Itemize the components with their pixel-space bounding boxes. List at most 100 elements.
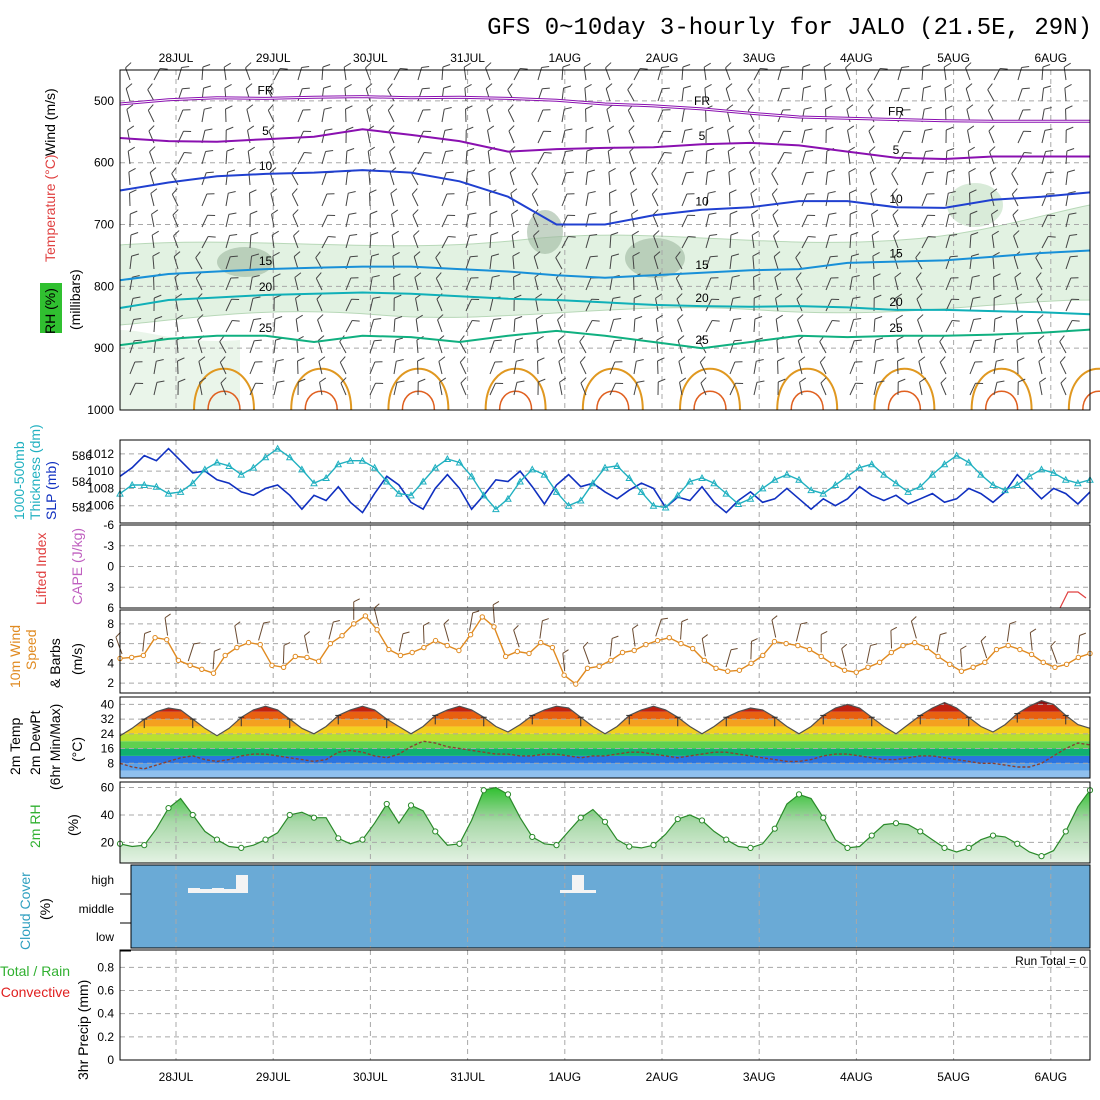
wind10m-barb [1050, 640, 1058, 664]
wind-barb-flag [734, 361, 743, 363]
wind10m-barb-flag [513, 625, 519, 631]
thickness-point [1074, 479, 1082, 487]
wind-barb-flag [413, 251, 421, 257]
wind-barb-shaft [393, 361, 397, 375]
wind-barb [171, 167, 179, 186]
wind-barb-flag [952, 320, 960, 322]
wind-barb [891, 167, 899, 186]
wind-barb [201, 64, 211, 81]
wind-barb-shaft [1037, 340, 1043, 354]
wind10m-point [806, 646, 813, 653]
wind-barb-shaft [340, 382, 347, 396]
wind-barb-flag [699, 356, 706, 363]
wind-barb-flag [566, 193, 575, 195]
wind-barb-flag [850, 210, 858, 215]
wind-barb [605, 62, 612, 81]
wind-barb-shaft [148, 130, 155, 144]
thickness-point [710, 479, 718, 487]
wind-barb-shaft [435, 257, 443, 270]
wind-barb-shaft [632, 256, 635, 270]
wind-barb-shaft [1041, 88, 1045, 102]
wind-barb [847, 146, 855, 165]
wind-barb-flag [731, 253, 740, 257]
wind-barb-shaft [1041, 151, 1047, 165]
wind-barb-flag [541, 66, 550, 68]
wind-barb [633, 316, 643, 333]
wind-barb [387, 83, 395, 102]
wind-barb-flag [993, 273, 1001, 278]
wind-barb-flag [269, 146, 276, 153]
wind-barb-shaft [797, 319, 803, 333]
wind-barb [511, 209, 519, 228]
wind-barb [558, 356, 566, 375]
wind-barb-flag [226, 126, 234, 131]
wind-barb [127, 146, 135, 165]
wind-barb-flag [880, 68, 888, 70]
wind10m-point [421, 644, 427, 651]
wind-barb-shaft [703, 67, 707, 81]
warm-temperature-contour [887, 390, 922, 411]
wind-barb-shaft [557, 340, 563, 354]
wind-barb-shaft [411, 173, 419, 186]
wind-barb-shaft [989, 172, 995, 186]
wind-barb [849, 361, 863, 375]
wind-barb-flag [974, 339, 982, 342]
wind-barb [147, 104, 155, 123]
wind-barb-shaft [627, 89, 635, 102]
wind-barb-shaft [893, 256, 899, 270]
bottom-date-tick-label: 6AUG [1034, 1070, 1067, 1084]
wind-barb-shaft [729, 256, 733, 270]
wind-barb-flag [252, 296, 261, 299]
warm-temperature-contour [484, 367, 547, 411]
wind-barb-flag [591, 298, 600, 300]
wind10m-label-d: (m/s) [69, 643, 85, 675]
wind-barb-shaft [537, 131, 544, 144]
wind-barb-shaft [174, 277, 179, 291]
wind-barb-shaft [609, 383, 616, 396]
wind-barb-shaft [1041, 236, 1049, 249]
wind-barb-flag [291, 188, 298, 195]
wind-barb-shaft [775, 319, 779, 333]
wind-barb [753, 68, 768, 81]
wind10m-barb-shaft [562, 653, 566, 672]
wind-barb-flag [317, 314, 324, 321]
wind-barb [849, 318, 862, 333]
wind-barb-flag [664, 152, 672, 154]
wind-barb-shaft [629, 151, 635, 165]
wind-barb-shaft [608, 172, 611, 186]
upper-wind-label: Wind (m/s) [42, 88, 58, 156]
wind-barb [345, 190, 356, 207]
wind-barb-flag [990, 188, 998, 194]
wind-barb-flag [1015, 314, 1023, 320]
wind-barb-flag [797, 314, 804, 321]
wind-barb-shaft [1011, 173, 1019, 186]
pressure-tick-label: 1000 [87, 403, 114, 417]
wind-barb-shaft [657, 131, 664, 144]
wind-barb-flag [1011, 167, 1017, 174]
wind-barb-flag [688, 236, 696, 238]
wind-barb-flag [749, 167, 757, 173]
wind-barb-flag [229, 234, 238, 236]
wind-barb [441, 193, 455, 207]
wind-barb [657, 66, 670, 81]
wind-barb-shaft [607, 151, 611, 165]
wind-barb-flag [199, 377, 207, 383]
wind-barb [987, 104, 995, 123]
wind-barb-flag [892, 209, 899, 216]
wind-barb [681, 193, 695, 207]
wind-barb-shaft [940, 382, 947, 396]
wind-barb [585, 105, 593, 123]
wind-barb-flag [708, 190, 716, 194]
wind10m-point [526, 650, 532, 657]
wind-barb-flag [339, 356, 346, 363]
wind-barb-flag [485, 62, 492, 69]
wind10m-point [888, 649, 895, 656]
precip-axis-label: 3hr Precip (mm) [75, 980, 91, 1080]
thickness-point [1037, 465, 1046, 473]
wind-barb [513, 273, 521, 291]
wind-barb-shaft [1065, 214, 1070, 228]
wind-barb-shaft [507, 110, 515, 123]
wind-barb-shaft [989, 151, 995, 165]
wind-barb [225, 148, 235, 165]
wind-barb-shaft [868, 130, 875, 144]
